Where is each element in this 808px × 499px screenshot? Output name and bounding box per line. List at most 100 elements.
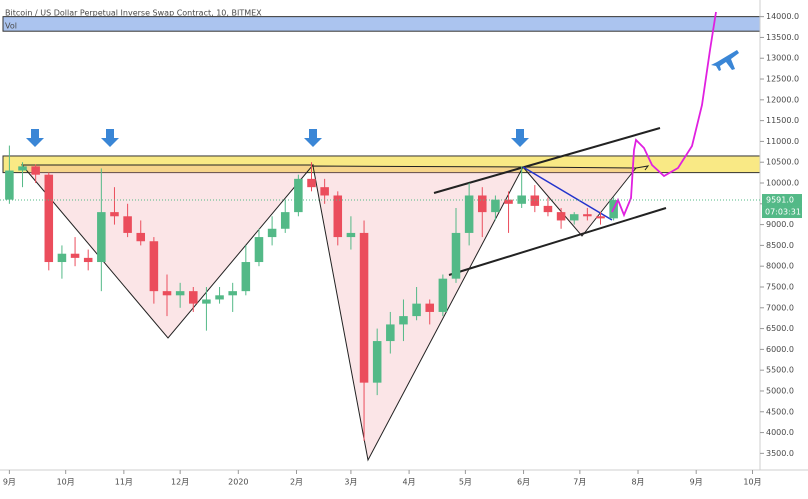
candle-body: [478, 195, 487, 213]
down-arrow: [101, 129, 119, 147]
projection-path: [611, 11, 717, 218]
y-tick-label: 13500.0: [766, 33, 799, 42]
candle-body: [320, 187, 329, 196]
candle-body: [280, 212, 290, 229]
candle-body: [399, 316, 408, 325]
candle-body: [359, 232, 369, 383]
y-tick-label: 8500.0: [766, 241, 794, 250]
y-tick-label: 6000.0: [766, 345, 794, 354]
y-tick-label: 11000.0: [766, 137, 799, 146]
x-tick-label: 5月: [459, 478, 472, 487]
candle-body: [241, 262, 251, 292]
x-tick-label: 12月: [171, 478, 189, 487]
y-tick-label: 11500.0: [766, 116, 799, 125]
candle-body: [504, 199, 513, 204]
candle-body: [333, 195, 343, 238]
candle-body: [215, 295, 224, 300]
candle-body: [31, 166, 40, 175]
y-tick-label: 12000.0: [766, 95, 799, 104]
x-tick-label: 10月: [57, 478, 75, 487]
x-tick-label: 7月: [573, 478, 586, 487]
candle-body: [254, 237, 264, 263]
y-tick-label: 4000.0: [766, 428, 794, 437]
channel-line: [433, 127, 661, 194]
x-tick-label: 9月: [690, 478, 703, 487]
candle-body: [346, 232, 356, 238]
candle-body: [57, 253, 67, 263]
candle-body: [386, 324, 395, 342]
down-arrow: [26, 129, 44, 147]
x-tick-label: 3月: [344, 478, 357, 487]
y-tick-label: 12500.0: [766, 75, 799, 84]
chart-title: Bitcoin / US Dollar Perpetual Inverse Sw…: [5, 9, 262, 18]
candle-body: [149, 241, 159, 292]
candle-body: [372, 341, 382, 383]
candle-body: [464, 195, 474, 233]
candle-body: [412, 303, 421, 317]
countdown-label: 07:03:31: [765, 208, 801, 217]
y-tick-label: 5000.0: [766, 386, 794, 395]
candle-body: [70, 253, 80, 258]
candle-body: [267, 228, 277, 238]
candle-body: [44, 174, 54, 263]
y-tick-label: 10500.0: [766, 158, 799, 167]
y-tick-label: 7000.0: [766, 303, 794, 312]
y-tick-label: 3500.0: [766, 449, 794, 458]
candle-body: [97, 212, 106, 263]
x-tick-label: 11月: [115, 478, 133, 487]
y-tick-label: 10000.0: [766, 179, 799, 188]
y-tick-label: 5500.0: [766, 366, 794, 375]
y-tick-label: 13000.0: [766, 54, 799, 63]
candle-body: [110, 212, 119, 217]
volume-label: Vol: [5, 22, 17, 31]
candle-body: [294, 178, 303, 213]
candle-body: [583, 214, 592, 217]
y-tick-label: 7500.0: [766, 282, 794, 291]
candle-body: [451, 232, 461, 279]
candle-body: [202, 299, 211, 304]
candle-body: [425, 303, 434, 312]
candles: [5, 145, 618, 441]
axes: 3500.0 4000.0 4500.0 5000.0 5500.0 6000.0 6500…: [0, 12, 802, 487]
arrows: [26, 50, 739, 147]
x-tick-label: 2020: [228, 478, 248, 487]
triangle: [20, 164, 315, 339]
candle-body: [136, 232, 146, 242]
wedge-line: [635, 165, 650, 171]
candle-body: [83, 257, 93, 263]
candle-body: [517, 195, 526, 204]
candle-body: [491, 199, 500, 213]
candle-body: [543, 205, 553, 213]
candle-body: [438, 278, 448, 312]
candle-body: [556, 212, 566, 221]
candle-body: [569, 214, 579, 221]
x-tick-label: 8月: [631, 478, 644, 487]
down-arrow: [304, 129, 322, 147]
plane-icon: [711, 50, 739, 71]
candle-body: [530, 195, 540, 206]
y-tick-label: 4500.0: [766, 407, 794, 416]
candle-body: [596, 216, 605, 219]
candle-body: [123, 216, 132, 233]
y-tick-label: 14000.0: [766, 12, 799, 21]
last-price-box: [762, 194, 802, 207]
candle-body: [5, 170, 14, 200]
candle-body: [228, 291, 237, 296]
x-tick-label: 6月: [517, 478, 530, 487]
x-tick-label: 4月: [403, 478, 416, 487]
trend-line: [522, 166, 613, 221]
y-tick-label: 8000.0: [766, 262, 794, 271]
candle-body: [18, 166, 27, 171]
candle-body: [175, 291, 185, 296]
candle-body: [307, 178, 316, 188]
y-tick-label: 9000.0: [766, 220, 794, 229]
x-tick-label: 9月: [3, 478, 16, 487]
x-tick-label: 2月: [290, 478, 303, 487]
candle-body: [162, 291, 172, 296]
x-tick-label: 10月: [743, 478, 761, 487]
down-arrow: [511, 129, 529, 147]
zone: [2, 16, 761, 32]
y-tick-label: 6500.0: [766, 324, 794, 333]
